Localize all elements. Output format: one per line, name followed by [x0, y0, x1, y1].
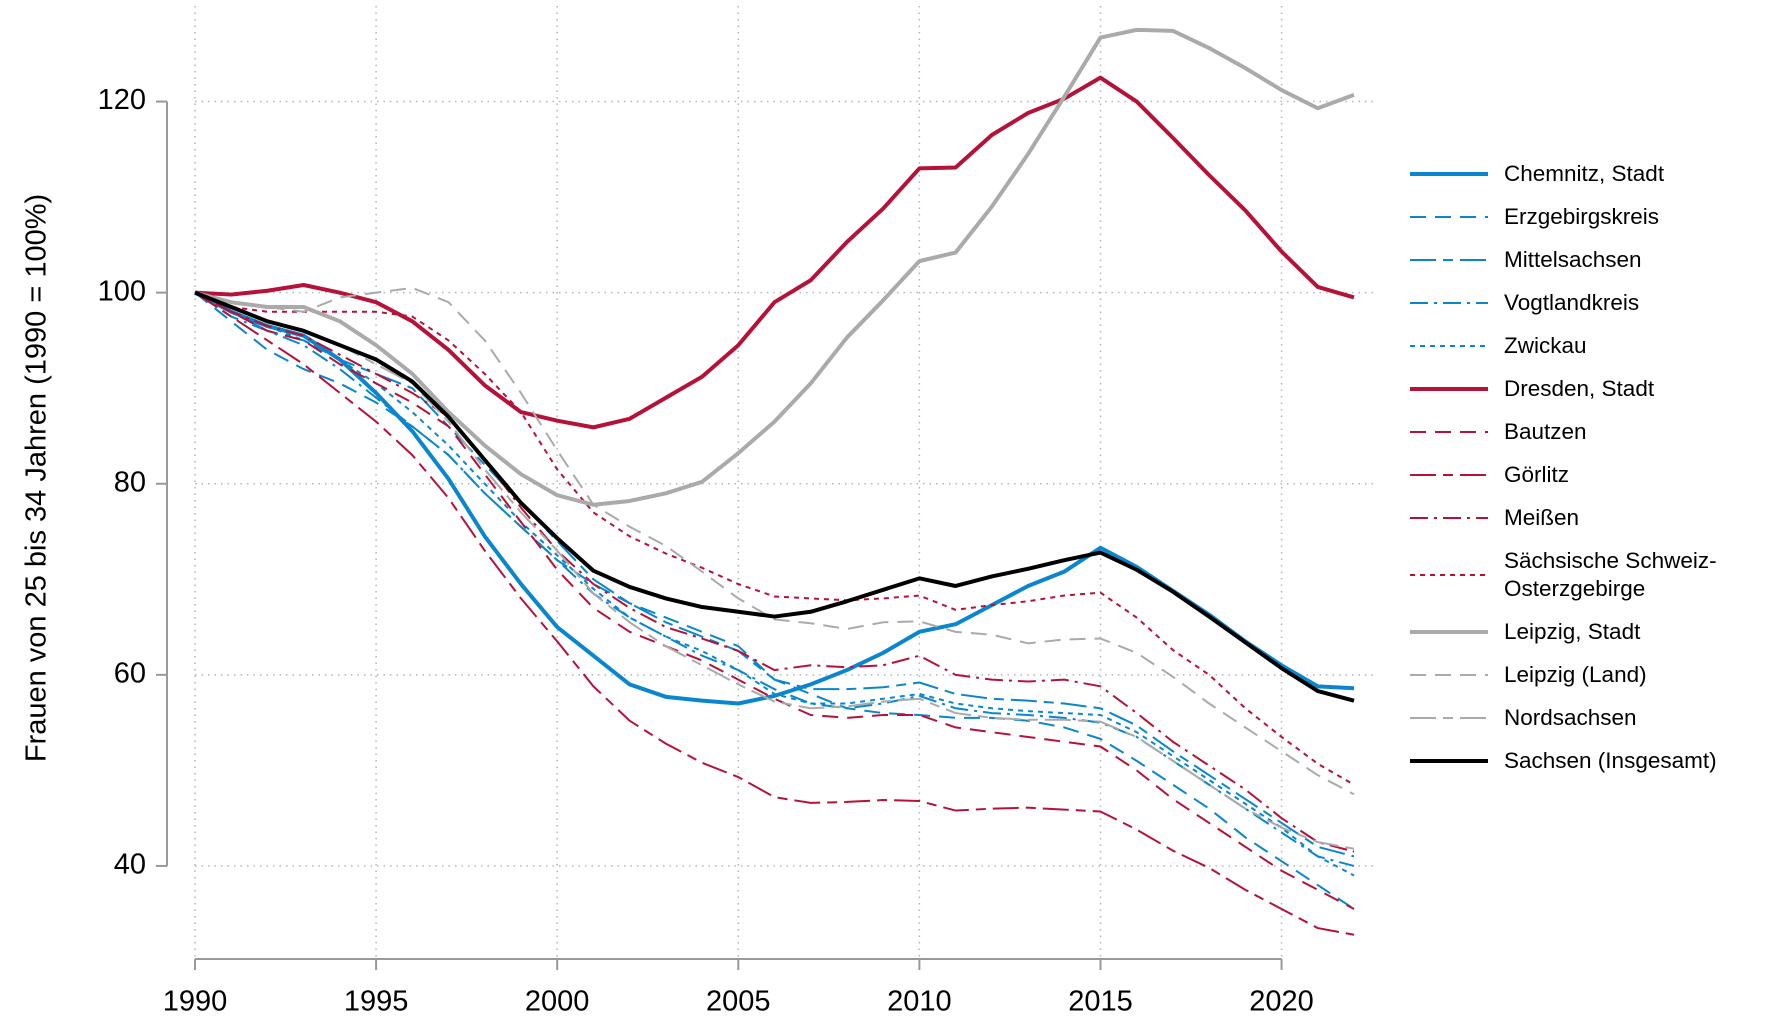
legend-label: Leipzig, Stadt — [1504, 619, 1641, 644]
series-line — [194, 290, 1355, 706]
legend-item: Nordsachsen — [1410, 704, 1765, 732]
y-tick-label: 60 — [114, 658, 146, 690]
legend-label: Sächsische Schweiz-Osterzgebirge — [1504, 548, 1717, 601]
legend-item: Erzgebirgskreis — [1410, 203, 1765, 231]
x-tick-label: 2010 — [887, 986, 952, 1018]
legend-item: Vogtlandkreis — [1410, 289, 1765, 317]
legend-swatch — [1410, 431, 1488, 433]
legend-item: Zwickau — [1410, 332, 1765, 360]
legend-label: Vogtlandkreis — [1504, 290, 1640, 315]
series-line — [194, 291, 1355, 936]
x-tick-label: 1990 — [163, 986, 228, 1018]
legend-swatch — [1410, 302, 1488, 304]
legend-swatch — [1410, 216, 1488, 218]
series-line — [194, 291, 1355, 867]
series-line — [194, 291, 1355, 786]
legend-item: Leipzig, Stadt — [1410, 618, 1765, 646]
legend-label: Erzgebirgskreis — [1504, 204, 1660, 229]
legend-label: Sachsen (Insgesamt) — [1504, 748, 1717, 773]
y-axis-label: Frauen von 25 bis 34 Jahren (1990 = 100%… — [21, 194, 53, 762]
y-tick-label: 100 — [98, 275, 146, 307]
legend-item: Sachsen (Insgesamt) — [1410, 747, 1765, 775]
legend-swatch — [1410, 172, 1488, 176]
legend-item: Mittelsachsen — [1410, 246, 1765, 274]
legend-item: Sächsische Schweiz-Osterzgebirge — [1410, 547, 1765, 603]
legend-swatch — [1410, 474, 1488, 476]
series-line — [194, 27, 1355, 507]
legend: Chemnitz, Stadt Erzgebirgskreis Mittelsach… — [1410, 160, 1765, 790]
legend-label: Leipzig (Land) — [1504, 662, 1647, 687]
legend-label: Görlitz — [1504, 462, 1570, 487]
legend-label: Mittelsachsen — [1504, 247, 1642, 272]
series-line — [194, 291, 1355, 850]
legend-label: Nordsachsen — [1504, 705, 1637, 730]
legend-label: Zwickau — [1504, 333, 1587, 358]
legend-label: Meißen — [1504, 505, 1580, 530]
legend-swatch — [1410, 345, 1488, 347]
legend-item: Meißen — [1410, 504, 1765, 532]
legend-swatch — [1410, 517, 1488, 519]
y-tick-label: 40 — [114, 849, 146, 881]
legend-item: Dresden, Stadt — [1410, 375, 1765, 403]
series-line — [194, 291, 1355, 858]
legend-swatch — [1410, 759, 1488, 763]
x-tick-label: 2020 — [1249, 986, 1314, 1018]
x-tick-label: 2000 — [525, 986, 590, 1018]
series-line — [194, 291, 1355, 877]
legend-item: Leipzig (Land) — [1410, 661, 1765, 689]
legend-swatch — [1410, 674, 1488, 676]
chart: Frauen von 25 bis 34 Jahren (1990 = 100%… — [21, 6, 1375, 1018]
series-line — [194, 75, 1355, 430]
legend-label: Bautzen — [1504, 419, 1587, 444]
x-tick-label: 2015 — [1068, 986, 1133, 1018]
legend-swatch — [1410, 574, 1488, 576]
y-tick-label: 80 — [114, 466, 146, 498]
x-tick-label: 1995 — [344, 986, 409, 1018]
series-line — [194, 290, 1355, 703]
legend-swatch — [1410, 630, 1488, 634]
series-line — [194, 291, 1355, 853]
legend-item: Görlitz — [1410, 461, 1765, 489]
legend-label: Chemnitz, Stadt — [1504, 161, 1665, 186]
legend-item: Chemnitz, Stadt — [1410, 160, 1765, 188]
legend-item: Bautzen — [1410, 418, 1765, 446]
series-line — [194, 286, 1355, 796]
legend-swatch — [1410, 259, 1488, 261]
legend-swatch — [1410, 717, 1488, 719]
legend-swatch — [1410, 387, 1488, 391]
legend-label: Dresden, Stadt — [1504, 376, 1655, 401]
y-tick-label: 120 — [98, 84, 146, 116]
series-line — [194, 291, 1355, 910]
x-tick-label: 2005 — [706, 986, 771, 1018]
